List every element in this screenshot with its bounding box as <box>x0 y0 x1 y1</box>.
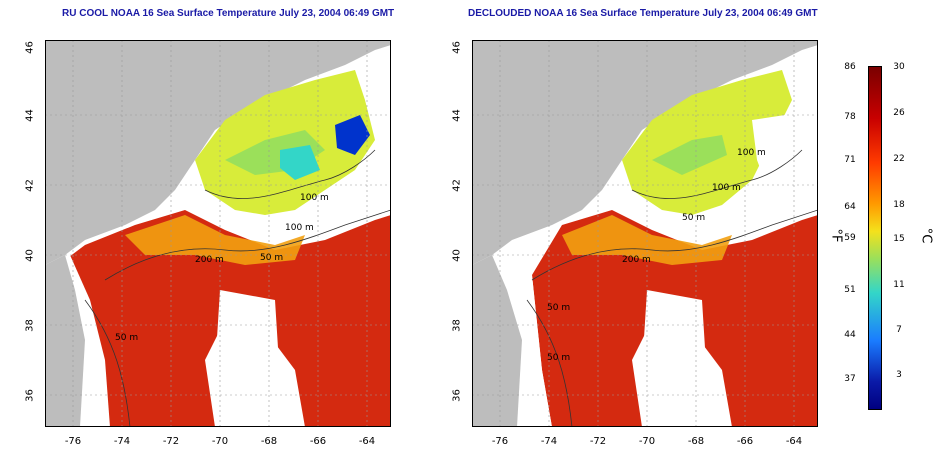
right-lon-tick--72: -72 <box>589 436 607 447</box>
left-lat-tick-40: 40 <box>24 249 36 262</box>
contour-50m <box>526 299 573 427</box>
contour-50m <box>84 299 131 427</box>
left-lat-tick-42: 42 <box>24 179 36 192</box>
land-mass <box>45 40 391 265</box>
cloud-mask <box>215 290 280 427</box>
colorbar-unit-fahrenheit: °F <box>828 228 844 243</box>
colorbar-c-7: 7 <box>896 325 902 335</box>
left-lat-tick-46: 46 <box>24 41 36 54</box>
contour-label-100m-b: 100 m <box>285 223 314 233</box>
cool-patch <box>652 135 727 175</box>
colorbar-f-44: 44 <box>844 330 856 340</box>
colorbar-c-30: 30 <box>893 62 905 72</box>
colorbar-c-26: 26 <box>893 108 905 118</box>
contour-label-200m: 200 m <box>622 255 651 265</box>
left-lon-tick--76: -76 <box>64 436 82 447</box>
colorbar-c-15: 15 <box>893 234 905 244</box>
left-lon-tick--64: -64 <box>358 436 376 447</box>
left-lon-tick--68: -68 <box>260 436 278 447</box>
left-lat-tick-36: 36 <box>24 389 36 402</box>
contour-200m <box>531 209 818 281</box>
right-lat-tick-46: 46 <box>451 41 463 54</box>
contour-label-50m-b: 50 m <box>547 303 570 313</box>
cyan-patch <box>280 145 320 180</box>
right-lat-tick-38: 38 <box>451 319 463 332</box>
right-lat-tick-40: 40 <box>451 249 463 262</box>
colorbar-f-37: 37 <box>844 374 856 384</box>
colorbar-c-18: 18 <box>893 200 905 210</box>
land-mass <box>472 40 818 265</box>
right-map-canvas: 100 m 100 m 50 m 200 m 50 m 50 m <box>472 40 818 427</box>
cold-patch <box>335 115 370 155</box>
contour-label-50m-c: 50 m <box>547 353 570 363</box>
contour-label-100m-b: 100 m <box>712 183 741 193</box>
right-lon-tick--68: -68 <box>687 436 705 447</box>
right-lon-tick--70: -70 <box>638 436 656 447</box>
right-lon-tick--66: -66 <box>736 436 754 447</box>
left-lat-tick-44: 44 <box>24 109 36 122</box>
right-lon-tick--76: -76 <box>491 436 509 447</box>
coast-land <box>45 255 85 427</box>
colorbar-f-78: 78 <box>844 112 856 122</box>
left-lon-tick--66: -66 <box>309 436 327 447</box>
right-lon-tick--74: -74 <box>540 436 558 447</box>
left-map-title: RU COOL NOAA 16 Sea Surface Temperature … <box>62 8 395 19</box>
right-lat-tick-42: 42 <box>451 179 463 192</box>
right-map-title: DECLOUDED NOAA 16 Sea Surface Temperatur… <box>468 8 818 19</box>
colorbar <box>868 66 882 410</box>
colorbar-f-64: 64 <box>844 202 856 212</box>
left-lon-tick--70: -70 <box>211 436 229 447</box>
right-lat-tick-44: 44 <box>451 109 463 122</box>
coast-land <box>472 255 522 427</box>
colorbar-f-59: 59 <box>844 233 856 243</box>
colorbar-gradient <box>869 67 881 409</box>
left-lon-tick--74: -74 <box>113 436 131 447</box>
contour-label-200m: 200 m <box>195 255 224 265</box>
contour-label-50m-b: 50 m <box>115 333 138 343</box>
cloud-mask <box>642 290 707 427</box>
colorbar-f-71: 71 <box>844 155 856 165</box>
contour-label-100m-a: 100 m <box>300 193 329 203</box>
contour-100m <box>204 149 376 199</box>
contour-label-50m: 50 m <box>260 253 283 263</box>
right-lat-tick-36: 36 <box>451 389 463 402</box>
colorbar-c-11: 11 <box>893 280 905 290</box>
warm-sst-region <box>45 210 391 427</box>
contour-100m <box>631 149 803 199</box>
left-lon-tick--72: -72 <box>162 436 180 447</box>
left-sst-map[interactable]: 100 m 100 m 50 m 200 m 50 m <box>45 40 391 427</box>
left-lat-tick-38: 38 <box>24 319 36 332</box>
left-map-canvas: 100 m 100 m 50 m 200 m 50 m <box>45 40 391 427</box>
contour-label-50m: 50 m <box>682 213 705 223</box>
contour-label-100m-a: 100 m <box>737 148 766 158</box>
colorbar-f-86: 86 <box>844 62 856 72</box>
colorbar-c-22: 22 <box>893 154 905 164</box>
colorbar-unit-celsius: °C <box>918 227 934 244</box>
colorbar-c-3: 3 <box>896 370 902 380</box>
right-lon-tick--64: -64 <box>785 436 803 447</box>
right-sst-map[interactable]: 100 m 100 m 50 m 200 m 50 m 50 m <box>472 40 818 427</box>
colorbar-f-51: 51 <box>844 285 856 295</box>
contour-200m <box>104 209 391 281</box>
